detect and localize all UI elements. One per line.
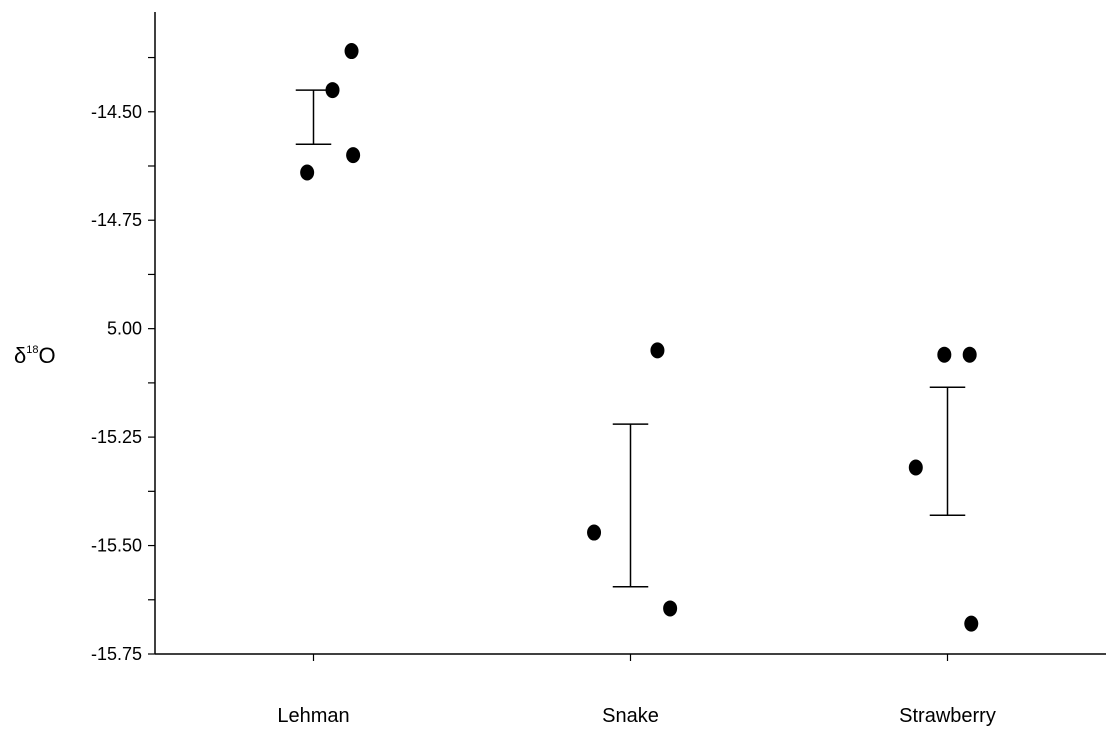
y-tick-label: -14.75	[91, 210, 142, 230]
data-point	[964, 615, 979, 632]
data-point	[663, 600, 678, 617]
y-tick-label: -14.50	[91, 102, 142, 122]
error-bar	[295, 89, 332, 146]
x-tick-label: Strawberry	[899, 705, 996, 727]
y-axis-label-suffix: O	[39, 343, 56, 368]
data-point	[650, 342, 665, 359]
data-point	[908, 459, 923, 476]
y-axis-ticks: -14.50 -14.75 5.00 -15.25 -15.50 -15.75	[91, 56, 155, 664]
y-tick-label: -15.25	[91, 427, 142, 447]
error-bar	[612, 423, 649, 588]
data-point	[325, 82, 340, 99]
y-axis-label-superscript: 18	[26, 344, 38, 356]
error-bars	[295, 89, 966, 588]
y-axis-label: δ18O	[14, 343, 56, 368]
y-axis-label-prefix: δ	[14, 343, 26, 368]
data-point	[937, 346, 952, 363]
x-tick-label: Snake	[602, 705, 659, 727]
x-tick-label: Lehman	[277, 705, 349, 727]
data-point	[344, 43, 359, 60]
data-point	[587, 524, 602, 541]
data-point	[346, 147, 361, 164]
y-tick-label: 5.00	[107, 319, 142, 339]
data-points	[300, 43, 979, 632]
y-tick-label: -15.50	[91, 536, 142, 556]
x-axis-ticks: Lehman Snake Strawberry	[277, 654, 996, 727]
error-bar	[929, 386, 966, 516]
y-tick-label: -15.75	[91, 644, 142, 664]
data-point	[962, 346, 977, 363]
data-point	[300, 164, 315, 181]
